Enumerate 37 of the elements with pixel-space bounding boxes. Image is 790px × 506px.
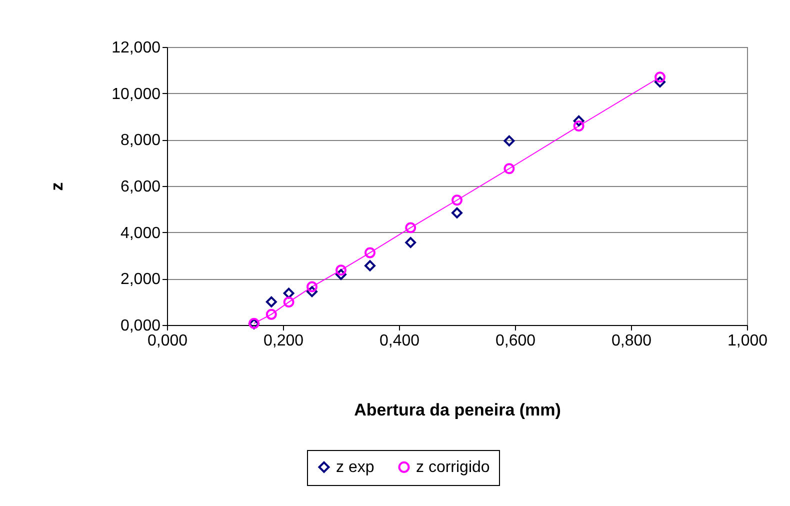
- point: [452, 194, 462, 206]
- point: [336, 269, 346, 280]
- point: [654, 72, 666, 83]
- y-tick-label: 4,000: [120, 224, 161, 242]
- point: [364, 247, 376, 258]
- x-tick-label: 0,400: [379, 332, 420, 350]
- legend-label: z corrigido: [416, 459, 490, 476]
- point: [573, 115, 584, 126]
- point: [336, 264, 346, 276]
- x-tick-label: 1,000: [727, 332, 768, 350]
- y-tick-label: 0,000: [120, 318, 161, 334]
- point: [405, 222, 416, 234]
- point: [364, 260, 376, 272]
- point: [306, 281, 318, 292]
- y-axis-title: z: [48, 182, 67, 191]
- legend-label: z exp: [336, 459, 374, 476]
- y-tick-label: 10,000: [112, 86, 161, 103]
- point: [306, 286, 318, 298]
- point: [573, 120, 584, 132]
- x-tick-label: 0,600: [495, 332, 536, 350]
- x-tick-label: 0,000: [147, 332, 188, 350]
- point: [405, 237, 416, 248]
- x-tick-label: 0,200: [263, 332, 304, 350]
- x-tick-label: 0,800: [611, 332, 652, 350]
- x-axis-title: Abertura da peneira (mm): [354, 400, 561, 420]
- y-tick-label: 2,000: [120, 271, 161, 288]
- point: [654, 76, 666, 88]
- point: [504, 135, 515, 146]
- point: [452, 207, 462, 218]
- point: [266, 308, 277, 320]
- y-tick-label: 6,000: [120, 178, 161, 196]
- point: [283, 296, 294, 308]
- point: [504, 163, 515, 174]
- y-tick-label: 8,000: [120, 132, 161, 150]
- point: [266, 296, 277, 308]
- point: [283, 288, 294, 299]
- y-tick-label: 12,000: [112, 40, 161, 56]
